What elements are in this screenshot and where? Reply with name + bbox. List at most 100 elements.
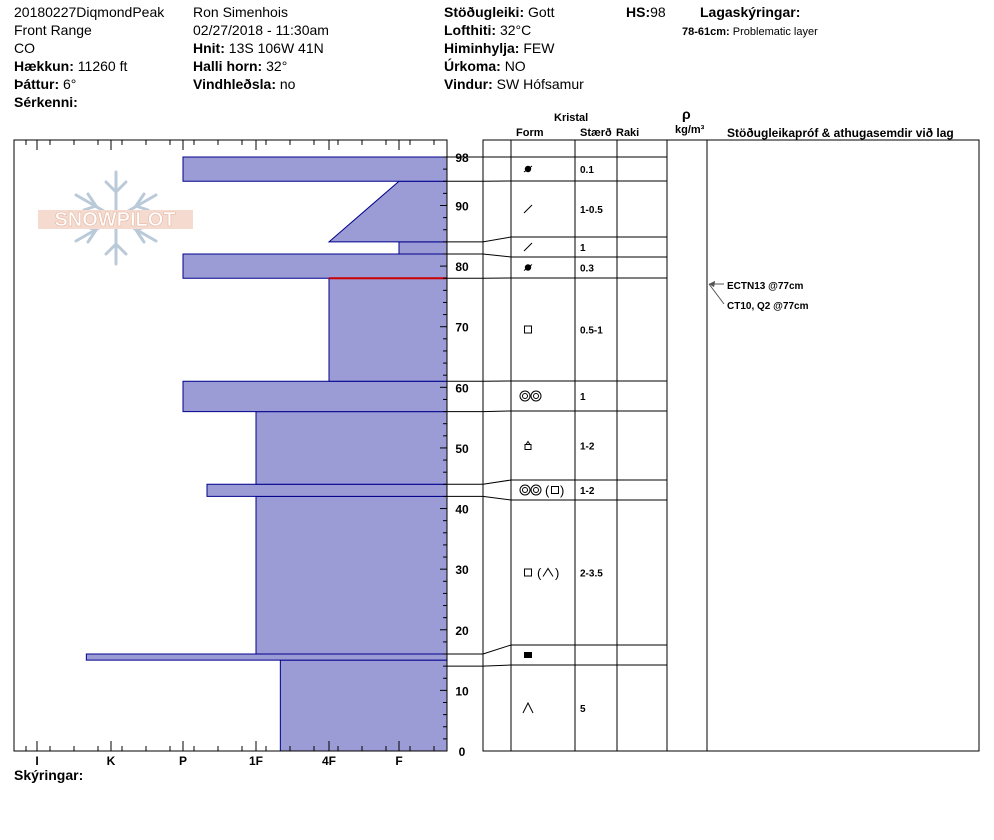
layer-connector (447, 664, 512, 667)
wind-loading-label: Vindhleðsla: (193, 76, 276, 92)
ice-block (524, 652, 532, 658)
observer: Ron Simenhois (193, 4, 288, 20)
form-header: Form (516, 127, 544, 139)
mountain-range: Front Range (14, 22, 92, 38)
crystal-size: 1 (580, 243, 586, 254)
test-note-ectn: ECTN13 @77cm (727, 281, 804, 292)
crystal-size: 0.5-1 (580, 326, 603, 337)
hardness-bar (327, 180, 448, 243)
x-tick-label: K (107, 754, 116, 768)
crystal-header: Kristal (554, 112, 589, 124)
hardness-bar (328, 277, 448, 382)
precip-particles-icon (523, 165, 533, 173)
layer-connector (447, 236, 512, 243)
paren-open: ( (537, 566, 542, 581)
elevation-label: Hækkun: (14, 58, 74, 74)
hs-label: HS: (626, 4, 651, 20)
precip-value: NO (504, 58, 526, 74)
paren-close: ) (560, 483, 564, 498)
test-note-ct: CT10, Q2 @77cm (727, 301, 809, 312)
melt-circle-inner (533, 393, 539, 399)
crystal-size: 5 (580, 704, 586, 715)
paren-close: ) (555, 566, 559, 581)
layer-note-text: Problematic layer (732, 26, 818, 38)
faceted-square (551, 486, 559, 494)
surface-hoar-icon (524, 440, 532, 450)
ice-formation-icon (524, 652, 532, 658)
melt-circle (530, 484, 542, 496)
crystal-size: 2-3.5 (580, 569, 603, 580)
hardness-bar (279, 659, 448, 752)
melt-forms-faceted-icon: () (519, 483, 564, 498)
layer-connector (447, 479, 512, 485)
y-tick-label: 10 (455, 684, 469, 698)
y-tick-label: 30 (455, 563, 469, 577)
datetime: 02/27/2018 - 11:30am (193, 22, 329, 38)
paren-open: ( (545, 483, 550, 498)
slope-row: Halli horn: 32° (193, 58, 287, 74)
y-tick-label: 50 (455, 442, 469, 456)
depth-hoar-caret (522, 701, 534, 714)
decomposing-stroke (523, 204, 533, 214)
y-tick-label: 90 (455, 199, 469, 213)
air-temp-row: Lofthiti: 32°C (444, 22, 531, 38)
hardness-bar (398, 241, 448, 255)
y-tick-label: 70 (455, 321, 469, 335)
wind-value: SW Hófsamur (496, 76, 584, 92)
coords-value: 13S 106W 41N (228, 40, 324, 56)
layer-connector (447, 495, 512, 501)
test-arrow-line (708, 283, 725, 305)
melt-circle-inner (522, 393, 528, 399)
y-tick-label: 98 (455, 151, 469, 165)
coords-row: Hnit: 13S 106W 41N (193, 40, 324, 56)
size-header: Stærð (580, 127, 612, 139)
moisture-header: Raki (616, 127, 640, 139)
melt-circle (530, 390, 542, 402)
y-tick-label: 0 (459, 745, 466, 759)
layer-note-range: 78-61cm: (682, 26, 730, 38)
wind-loading-row: Vindhleðsla: no (193, 76, 295, 92)
precip-stroke (523, 264, 533, 271)
y-tick-label: 80 (455, 260, 469, 274)
hardness-bar (85, 653, 448, 661)
precip-stroke (523, 165, 533, 173)
depth-hoar-icon (522, 701, 534, 714)
stability-value: Gott (528, 4, 555, 20)
faceted-square (524, 325, 532, 334)
rho-header: ρ (682, 106, 691, 122)
sky-label: Himinhylja: (444, 40, 520, 56)
melt-circle-inner (522, 487, 528, 493)
decomposing-icon (523, 204, 533, 214)
hs-row: HS:98 (626, 4, 666, 20)
layer-notes-label: Lagaskýringar: (700, 4, 801, 20)
y-tick-label: 20 (455, 624, 469, 638)
slope-value: 32° (266, 58, 288, 74)
x-tick-label: P (179, 754, 187, 768)
elevation-row: Hækkun: 11260 ft (14, 58, 127, 74)
logo-text: SNOWPILOT (54, 209, 175, 231)
depth-hoar-caret (542, 567, 554, 577)
snowpilot-logo: SNOWPILOT (38, 170, 193, 266)
sky-row: Himinhylja: FEW (444, 40, 554, 56)
hardness-bar (255, 411, 448, 485)
hardness-bar (182, 253, 448, 279)
crystal-size: 1 (580, 392, 586, 403)
air-temp-value: 32°C (499, 22, 532, 38)
layer-note: 78-61cm: Problematic layer (682, 24, 818, 40)
crystal-size: 0.1 (580, 165, 594, 176)
precip-dot (524, 264, 532, 271)
precip-particles-icon (523, 264, 533, 271)
crystal-size: 0.3 (580, 264, 594, 275)
wind-label: Vindur: (444, 76, 493, 92)
melt-circle-inner (533, 487, 539, 493)
features-label: Sérkenni: (14, 94, 78, 110)
crystal-size: 1-2 (580, 486, 595, 497)
decomposing-icon (523, 242, 533, 252)
test-arrow-head (709, 281, 715, 287)
crystal-size: 1-2 (580, 442, 595, 453)
hardness-bar (182, 156, 448, 182)
x-tick-label: F (395, 754, 402, 768)
stability-tests-header: Stöðugleikapróf & athugasemdir við lag (727, 126, 954, 140)
hardness-bar (255, 495, 448, 655)
x-tick-label: 4F (322, 754, 336, 768)
